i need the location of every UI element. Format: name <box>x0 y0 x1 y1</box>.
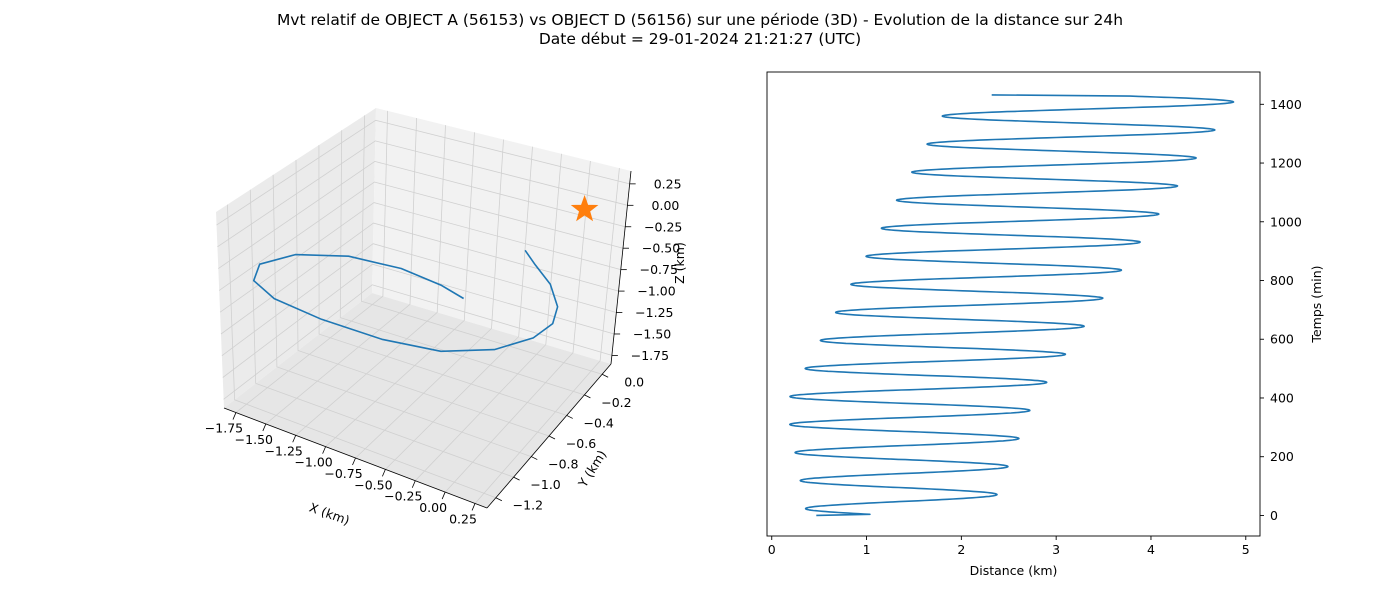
x-axis-title: Distance (km) <box>970 563 1058 578</box>
gridline-y <box>272 174 532 457</box>
x-tick <box>382 469 386 477</box>
z-tick-label: −1.50 <box>633 326 671 341</box>
x-tick <box>322 446 326 454</box>
y-tick-label: −0.2 <box>601 395 631 410</box>
x-tick-label: 2 <box>957 542 965 557</box>
y-tick <box>531 456 538 460</box>
y-tick <box>495 497 503 502</box>
gridline-z <box>218 160 626 269</box>
gridline-y <box>295 159 550 437</box>
trajectory-line <box>252 249 559 353</box>
plot-frame <box>766 71 1261 537</box>
gridline-y <box>318 145 567 416</box>
y-tick <box>566 415 573 419</box>
x-tick-label: −0.75 <box>324 466 362 481</box>
gridline-z <box>221 243 617 357</box>
x-tick <box>352 457 356 466</box>
gridline-x <box>265 117 417 425</box>
gridline-z <box>219 202 621 313</box>
x-tick-label: −1.50 <box>235 432 273 447</box>
gridline-y <box>227 204 497 499</box>
y-tick-label: 400 <box>1270 390 1294 405</box>
y-tick <box>584 394 591 399</box>
x-tick-label: −0.25 <box>384 489 422 504</box>
y-tick-label: 0 <box>1270 508 1278 523</box>
y-tick <box>548 435 556 440</box>
x-tick-label: 4 <box>1147 542 1155 557</box>
figure-title-line1: Mvt relatif de OBJECT A (56153) vs OBJEC… <box>276 11 1124 29</box>
gridline-z <box>216 119 630 226</box>
gridline-y <box>249 189 514 478</box>
y-tick-label: −0.6 <box>566 436 596 451</box>
y-tick-label: 1200 <box>1270 156 1302 171</box>
gridline-z <box>218 181 624 291</box>
gridline-x <box>325 132 475 447</box>
reference-star-marker <box>570 195 599 222</box>
z-tick-label: −0.50 <box>642 241 680 256</box>
y-tick-label: −0.8 <box>548 457 578 472</box>
x-tick-label: −1.00 <box>294 455 332 470</box>
z-axis-title: Z (km) <box>672 242 687 284</box>
z-tick-label: 0.00 <box>652 198 680 213</box>
y-axis-title: Y (km) <box>574 447 609 490</box>
z-tick-label: 0.25 <box>654 176 682 191</box>
figure-title-line2: Date début = 29-01-2024 21:21:27 (UTC) <box>538 30 862 48</box>
gridline-z <box>223 284 613 400</box>
chart-3d-trajectory: −1.75−1.50−1.25−1.00−0.75−0.50−0.250.000… <box>205 108 687 528</box>
gridline-x <box>474 168 620 504</box>
y-tick-label: −1.0 <box>530 477 560 492</box>
pane-floor <box>224 293 611 508</box>
gridline-x <box>415 153 562 481</box>
gridline-y <box>360 115 603 375</box>
y-tick-label: 1000 <box>1270 214 1302 229</box>
gridline-x <box>444 160 591 493</box>
gridline-x <box>235 110 388 413</box>
x-tick <box>411 480 416 488</box>
gridline-x <box>355 139 504 459</box>
x-tick-label: 5 <box>1242 542 1250 557</box>
chart-distance-vs-time: 0 1 2 3 4 5 0 200 400 600 800 1000 1200 1400 Distance … <box>766 71 1324 578</box>
x-tick <box>262 423 267 432</box>
y-tick-label: −0.4 <box>584 415 614 430</box>
gridline-x <box>295 125 446 436</box>
x-tick-label: −0.50 <box>354 477 392 492</box>
z-tick-label: −1.25 <box>635 305 673 320</box>
x-tick-label: 0.25 <box>449 511 477 526</box>
y-tick-label: 1400 <box>1270 97 1302 112</box>
x-tick-label: −1.75 <box>205 421 243 436</box>
y-tick-label: −1.2 <box>513 498 543 513</box>
y-tick-label: 800 <box>1270 273 1294 288</box>
x-tick <box>232 412 237 420</box>
y-tick <box>513 476 520 481</box>
z-axis-line <box>610 170 632 365</box>
y-tick-label: 200 <box>1270 449 1294 464</box>
y-axis-title: Temps (min) <box>1309 265 1324 343</box>
y-tick-label: 600 <box>1270 332 1294 347</box>
gridline-z <box>222 263 615 378</box>
x-tick-label: 3 <box>1052 542 1060 557</box>
x-tick <box>471 503 476 511</box>
z-tick-label: −1.75 <box>631 348 669 363</box>
z-tick-label: −0.25 <box>644 219 682 234</box>
x-tick <box>292 435 297 443</box>
gridline-z <box>217 140 628 248</box>
x-tick <box>441 491 446 500</box>
x-axis-title: X (km) <box>307 500 351 528</box>
y-tick-label: 0.0 <box>624 374 644 389</box>
z-tick-label: −0.75 <box>640 262 678 277</box>
pane-y-back <box>372 108 631 364</box>
gridline-y <box>339 130 585 396</box>
x-tick-label: −1.25 <box>265 443 303 458</box>
x-tick-label: 1 <box>863 542 871 557</box>
distance-line <box>788 94 1235 517</box>
x-tick-label: 0.00 <box>419 500 447 515</box>
gridline-x <box>385 146 533 470</box>
x-tick-label: 0 <box>768 542 776 557</box>
y-tick <box>601 373 609 378</box>
z-tick-label: −1.00 <box>637 284 675 299</box>
